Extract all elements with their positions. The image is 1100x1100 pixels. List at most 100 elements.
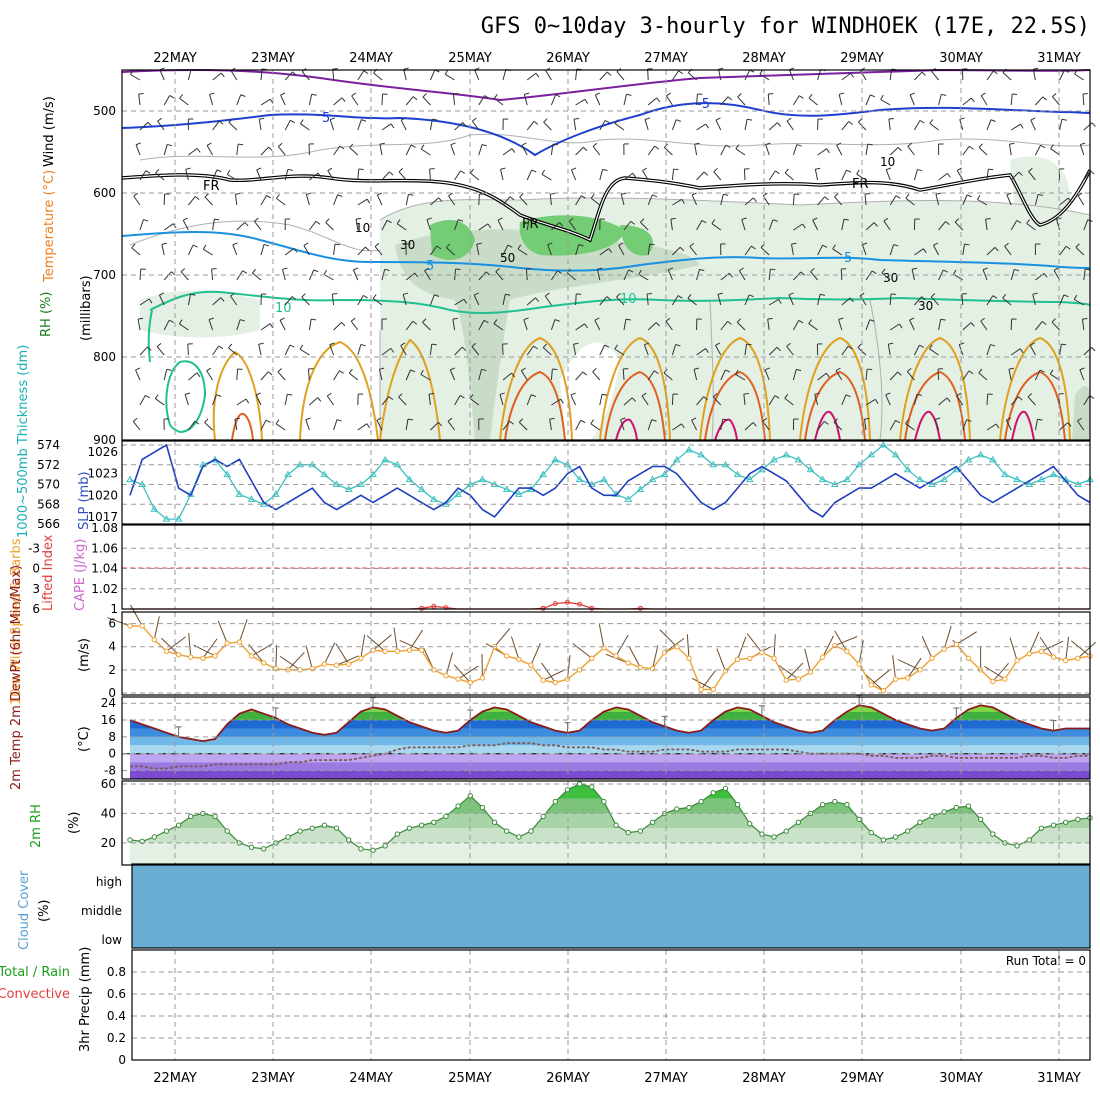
wind10m-point (333, 662, 340, 668)
lifted-index-point (540, 605, 546, 611)
wind-barb (767, 93, 770, 106)
wind-barb-flag (656, 97, 661, 103)
wind-barb (357, 198, 368, 206)
wind-barb-flag (592, 142, 598, 147)
lifted-index-tick: 6 (32, 602, 40, 616)
wind-barb-flag (930, 293, 936, 298)
wind10m-point (175, 652, 182, 658)
wind-barb-flag (653, 370, 659, 374)
wind10m-point (139, 623, 145, 629)
wind10m-point (819, 654, 826, 660)
wind-barb-flag (1030, 117, 1036, 121)
temp-tick: 16 (101, 713, 116, 727)
thickness-point (867, 450, 876, 458)
wind-barb-flag (434, 294, 440, 297)
wind10m-point (200, 655, 206, 661)
wind-barb (1002, 297, 1012, 306)
wind-barb (982, 269, 988, 281)
wind-barb-flag (349, 143, 354, 148)
wind-barb-flag (630, 220, 636, 225)
wind-barb-flag (652, 194, 658, 198)
wind-barb (1051, 321, 1060, 331)
wind-barb (1083, 219, 1089, 231)
wind-barb-flag (398, 393, 403, 398)
wind10m-point (455, 676, 461, 682)
thickness-point (745, 475, 754, 483)
wind-barb (937, 368, 940, 381)
wind-barb (696, 171, 705, 181)
temp-contour-20 (504, 370, 1066, 441)
wind-barb-flag (317, 397, 322, 402)
wind-barb (938, 94, 942, 106)
wind10m-point (734, 656, 741, 663)
wind-barb (323, 274, 334, 281)
contour-label: -5 (697, 97, 710, 112)
wind-barb (1059, 294, 1065, 306)
wind10m-barb (360, 634, 366, 659)
wind-barb (378, 369, 383, 381)
wind-barb-flag (796, 368, 802, 372)
wind-barb-flag (858, 118, 863, 123)
wind-barb-flag (462, 122, 467, 127)
wind-barb (764, 369, 770, 381)
wind-barb-flag (699, 268, 705, 272)
wind-barb-flag (670, 217, 676, 220)
wind-barb-flag (431, 343, 437, 346)
wind-barb (228, 347, 238, 356)
wind-barb (473, 294, 480, 306)
wind-barb-flag (521, 142, 527, 146)
wind-barb (422, 96, 431, 106)
wind-barb-flag (422, 318, 427, 323)
thickness-point (636, 485, 645, 492)
wind-barb (599, 120, 606, 131)
wind10m-point (795, 676, 802, 682)
wind-barb (381, 347, 392, 356)
wind-barb (1059, 119, 1063, 131)
wind-barb-flag (886, 167, 892, 171)
rh-point (759, 831, 765, 837)
wind-barb (1056, 219, 1061, 231)
wind-barb-flag (240, 319, 246, 322)
wind-barb-flag (450, 142, 456, 146)
wind10m-point (1050, 654, 1057, 660)
wind10m-point (236, 639, 243, 645)
wind-barb (711, 223, 722, 231)
wind-barb-flag (400, 117, 406, 121)
wind-barb (768, 395, 776, 406)
wind-barb (693, 369, 698, 381)
thickness-point (514, 490, 523, 497)
temp-axis-title: Temperature (°C) (42, 170, 57, 283)
wind-barb-flag (507, 244, 513, 248)
wind-barb (350, 320, 359, 331)
wind-barb-flag (145, 170, 151, 174)
contour-label: 10 (880, 155, 895, 169)
thickness-point (502, 485, 511, 492)
wind10m-barb (202, 638, 218, 659)
wind-barb-flag (301, 293, 306, 298)
wind-barb (1010, 171, 1020, 181)
wind-barb-flag (966, 419, 972, 422)
wind-barb (738, 270, 746, 281)
wind-barb-flag (1014, 268, 1020, 272)
thickness-point (1025, 480, 1034, 487)
wind-barb-flag (244, 222, 249, 227)
wind-barb (428, 394, 431, 406)
thickness-point (551, 455, 560, 463)
wind-barb (474, 69, 480, 81)
wind-barb-flag (511, 372, 516, 378)
wind-barb (446, 247, 455, 256)
wind-barb (284, 394, 288, 406)
wind-barb (672, 198, 683, 206)
wind-barb (765, 144, 770, 156)
wind-barb-flag (279, 317, 285, 321)
contour-label: FR (203, 179, 220, 194)
wind-barb-flag (655, 322, 661, 327)
wind-panel-bg (122, 612, 1090, 695)
wind-barb (550, 368, 553, 381)
wind-tick: 6 (108, 617, 116, 631)
wind-barb-flag (762, 192, 768, 197)
wind-barb (962, 370, 970, 381)
rh-point (188, 813, 194, 820)
wind-barb (792, 193, 795, 206)
wind-barb (885, 169, 891, 181)
